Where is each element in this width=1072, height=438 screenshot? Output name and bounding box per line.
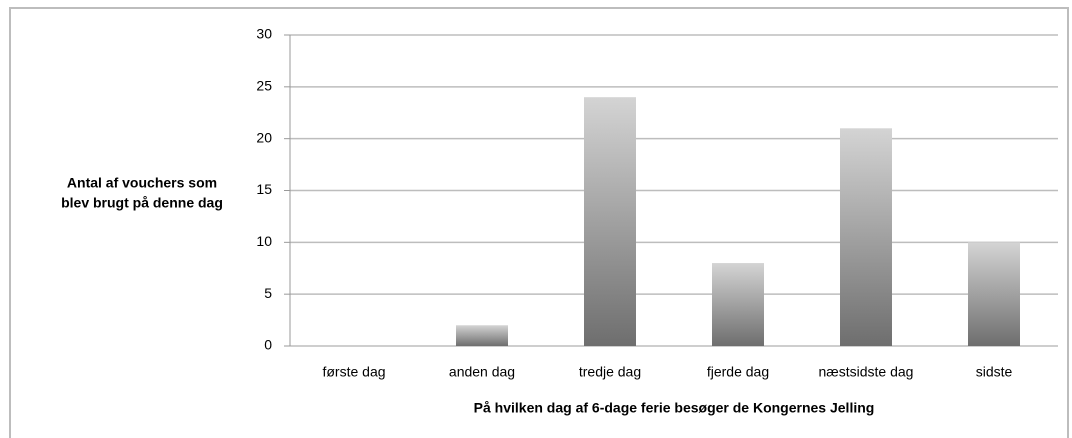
y-tick-label: 15 [256,181,272,197]
bar [712,263,764,346]
x-tick-label: sidste [976,364,1013,380]
x-tick-label: næstsidste dag [819,364,914,380]
y-tick-label: 10 [256,233,272,249]
bar [840,128,892,346]
x-tick-label: første dag [322,364,385,380]
bar [456,325,508,346]
y-tick-label: 30 [256,26,272,42]
x-tick-label: tredje dag [579,364,641,380]
y-tick-label: 5 [264,285,272,301]
y-axis-title: blev brugt på denne dag [61,195,223,211]
y-tick-label: 20 [256,129,272,145]
x-axis-title: På hvilken dag af 6-dage ferie besøger d… [474,400,875,416]
bar [968,242,1020,346]
x-tick-label: fjerde dag [707,364,769,380]
y-tick-label: 0 [264,337,272,353]
y-axis-title: Antal af vouchers som [67,175,217,191]
y-tick-label: 25 [256,78,272,94]
bar [584,97,636,346]
x-tick-label: anden dag [449,364,515,380]
